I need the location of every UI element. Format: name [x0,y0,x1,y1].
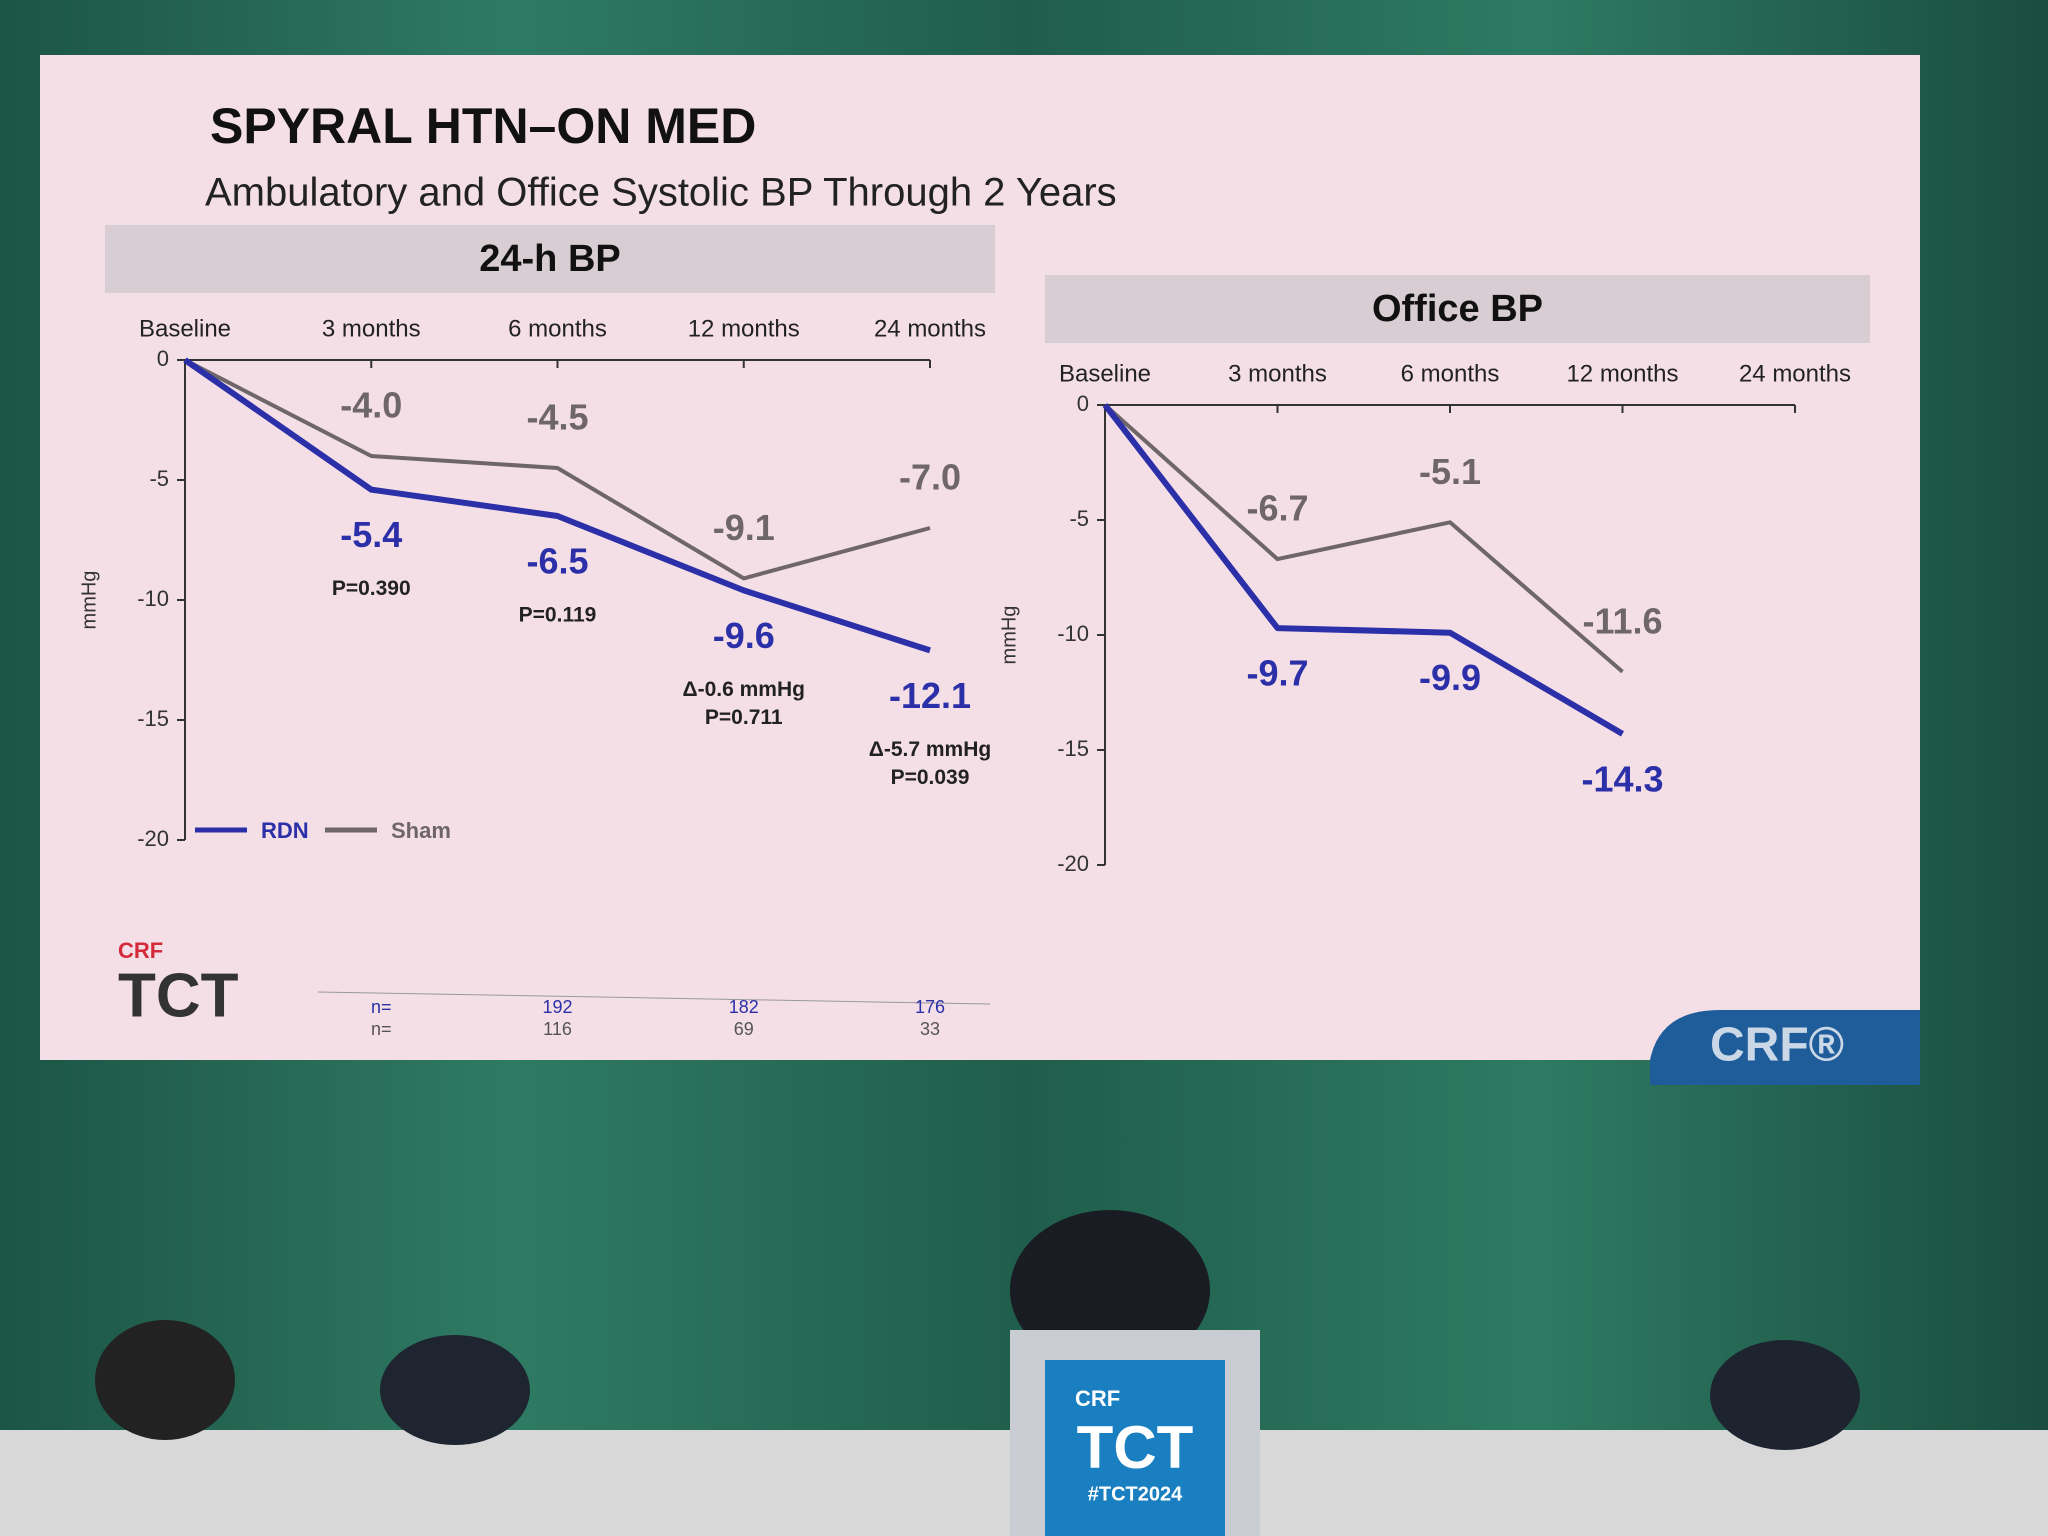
annotation: P=0.039 [891,766,970,789]
series-line [1103,403,1624,674]
n-label: n= [371,997,392,1017]
podium-hashtag: #TCT2024 [1088,1483,1183,1505]
y-tick-label: -20 [1057,851,1089,876]
n-value: 192 [542,997,572,1017]
panelist [380,1335,530,1445]
y-tick-label: -15 [137,706,169,731]
y-axis-label: mmHg [78,571,100,630]
data-label: -9.1 [713,507,775,548]
y-tick-label: -10 [1057,621,1089,646]
data-label: -5.1 [1419,451,1481,492]
series-line [183,357,931,654]
data-label: -9.7 [1246,653,1308,694]
data-label: -11.6 [1582,600,1662,641]
x-tick-label: 3 months [322,315,421,342]
logo-tct: TCT [118,961,239,1030]
logo-crf: CRF [118,938,163,963]
charts: 24-h BP mmHg -20 -15 -10 -5 0 Baseline 3 months 6… [78,225,1870,1039]
n-value: 176 [915,997,945,1017]
data-label: -6.5 [526,541,588,582]
x-tick-label: 12 months [1566,360,1678,387]
n-value: 182 [729,997,759,1017]
y-tick-label: -10 [137,586,169,611]
data-label: -4.5 [526,397,588,438]
panel-header [1045,275,1870,343]
data-label: -5.4 [340,514,402,555]
y-tick-label: 0 [157,346,169,371]
n-value: 116 [543,1019,572,1039]
data-label: -9.6 [713,615,775,656]
podium-screen [1045,1360,1225,1536]
slide-title: SPYRAL HTN–ON MED [210,98,756,154]
n-value: 33 [920,1019,940,1039]
annotation: Δ-0.6 mmHg [683,678,805,701]
x-tick-label: 12 months [688,315,800,342]
data-label: -4.0 [340,385,402,426]
data-label: -12.1 [889,675,971,716]
y-tick-label: 0 [1077,391,1089,416]
crf-banner [1650,1010,1920,1085]
n-rule [317,991,991,1005]
data-label: -9.9 [1419,657,1481,698]
panel-title: 24-h BP [479,238,620,280]
slide-subtitle: Ambulatory and Office Systolic BP Throug… [205,171,1117,215]
annotation: P=0.119 [519,604,597,627]
panel-header [105,225,995,293]
annotation: Δ-5.7 mmHg [869,738,991,761]
y-tick-label: -20 [137,826,169,851]
data-label: -14.3 [1581,758,1663,799]
x-tick-label: 6 months [508,315,607,342]
slide [40,55,1920,1060]
y-tick-label: -5 [1069,506,1089,531]
panel-title: Office BP [1372,288,1543,330]
n-value: 69 [734,1019,754,1039]
panelist [1710,1340,1860,1450]
panelist [95,1320,235,1440]
annotation: P=0.390 [332,577,411,600]
y-axis-label: mmHg [998,606,1020,665]
y-tick-label: -5 [149,466,169,491]
n-label: n= [371,1019,392,1039]
series-line [184,358,931,581]
x-tick-label: Baseline [1059,360,1151,387]
podium-crf: CRF [1075,1386,1120,1411]
y-tick-label: -15 [1057,736,1089,761]
x-tick-label: Baseline [139,315,231,342]
x-tick-label: 6 months [1401,360,1500,387]
data-label: -7.0 [899,457,961,498]
data-label: -6.7 [1246,488,1308,529]
series-line [1102,403,1625,737]
x-tick-label: 24 months [874,315,986,342]
podium-tct: TCT [1077,1414,1194,1481]
x-tick-label: 24 months [1739,360,1851,387]
annotation: P=0.711 [705,706,783,729]
logo-crf-mark: CRF® [1710,1019,1844,1072]
legend-label: Sham [391,818,451,843]
x-tick-label: 3 months [1228,360,1327,387]
legend-label: RDN [261,818,309,843]
